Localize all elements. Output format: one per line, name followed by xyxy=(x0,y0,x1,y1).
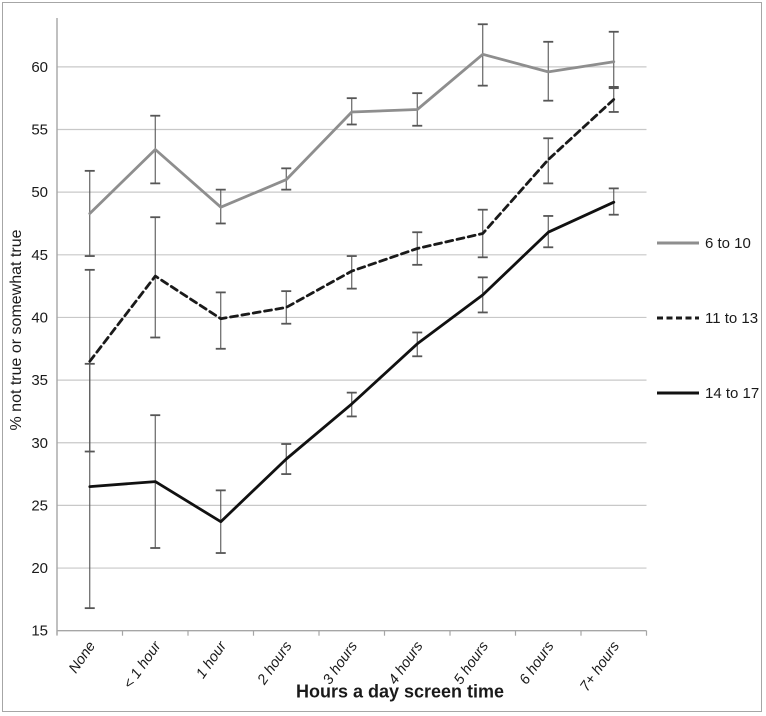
x-tick-label: 5 hours xyxy=(451,639,492,688)
legend-label: 14 to 17 xyxy=(705,384,760,402)
legend-item-6-to-10: 6 to 10 xyxy=(656,232,759,254)
y-axis-title: % not true or somewhat true xyxy=(8,229,25,431)
legend-item-14-to-17: 14 to 17 xyxy=(656,382,759,404)
gridlines xyxy=(57,66,647,569)
x-tick-label: 4 hours xyxy=(386,639,427,688)
x-tick-label: < 1 hour xyxy=(121,638,166,692)
legend-swatch-solid-black-line xyxy=(657,391,699,395)
legend-label: 11 to 13 xyxy=(705,309,759,327)
y-tick-label: 25 xyxy=(31,497,48,514)
legend-label: 6 to 10 xyxy=(705,234,751,252)
legend-item-11-to-13: 11 to 13 xyxy=(656,307,759,329)
x-axis-title: Hours a day screen time xyxy=(295,681,505,702)
y-tick-label: 35 xyxy=(31,372,48,389)
y-tick-label: 60 xyxy=(31,59,48,76)
y-tick-labels: 15 20 25 30 35 40 45 50 55 60 xyxy=(31,59,48,640)
legend-swatch-dashed-black-line xyxy=(657,316,699,320)
x-tick-label: None xyxy=(66,639,99,677)
y-tick-label: 55 xyxy=(31,122,48,139)
series-line-14-to-17 xyxy=(88,200,616,524)
series-line-11-to-13 xyxy=(88,98,616,363)
x-tick-label: 3 hours xyxy=(320,639,361,688)
axes xyxy=(56,18,648,636)
y-tick-label: 45 xyxy=(31,247,48,264)
x-tick-label: 1 hour xyxy=(193,638,230,682)
error-bars-14-to-17 xyxy=(84,187,619,610)
series-line-6-to-10 xyxy=(88,52,616,215)
y-tick-label: 20 xyxy=(31,560,48,577)
y-tick-label: 30 xyxy=(31,435,48,452)
legend: 6 to 10 11 to 13 14 to 17 xyxy=(656,232,759,404)
x-tick-label: 6 hours xyxy=(517,639,558,688)
x-tick-label: 2 hours xyxy=(254,639,295,689)
y-tick-label: 15 xyxy=(31,623,48,640)
legend-swatch-solid-gray-line xyxy=(657,241,699,245)
y-tick-label: 40 xyxy=(31,309,48,326)
y-tick-label: 50 xyxy=(31,184,48,201)
x-tick-label: 7+ hours xyxy=(577,639,623,695)
error-bars-6-to-10 xyxy=(84,23,619,257)
